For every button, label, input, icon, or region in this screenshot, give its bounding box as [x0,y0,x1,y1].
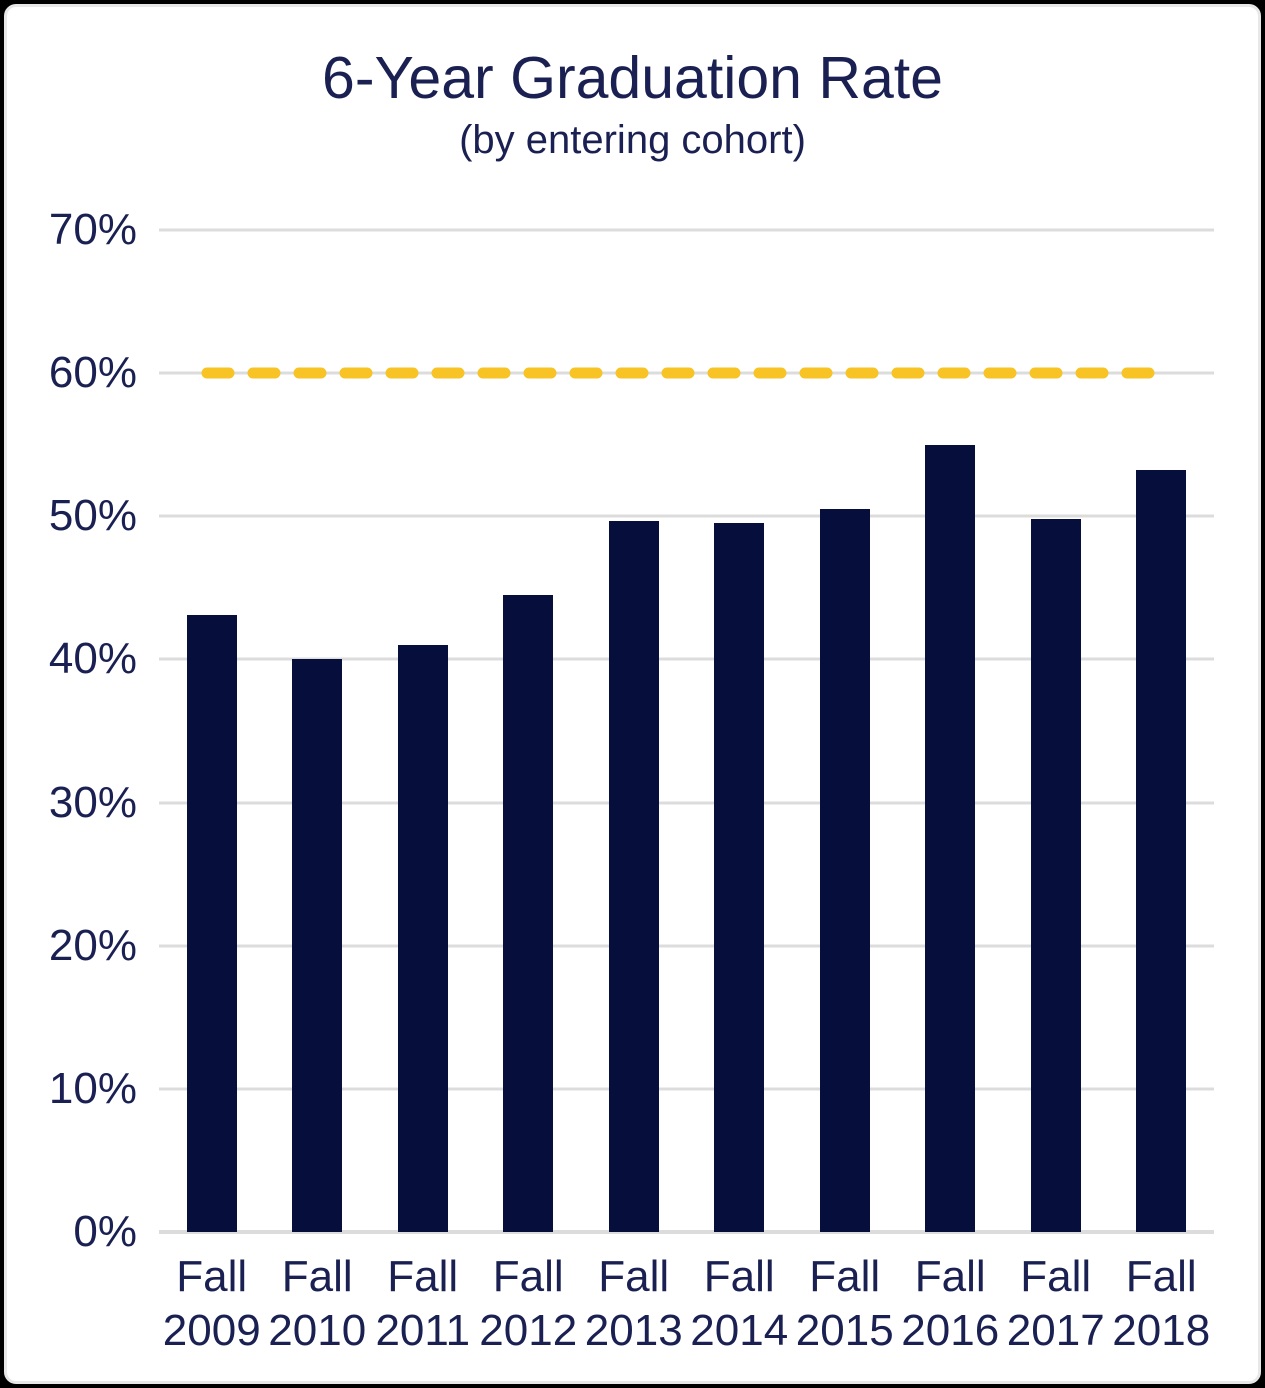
bar-slot-2010 [265,230,371,1232]
x-tick-line2: 2013 [584,1305,683,1355]
bar-slot-2014 [687,230,793,1232]
x-tick-label-2014: Fall 2014 [687,1250,793,1357]
plot-area: Fall 2009 Fall 2010 Fall 2011 Fall 2012 Fall 2013… [49,208,1214,1355]
x-tick-line1: Fall [492,1252,564,1301]
x-tick-label-2011: Fall 2011 [370,1250,476,1357]
x-tick-label-2016: Fall 2016 [898,1250,1004,1357]
x-tick-line2: 2012 [479,1305,578,1355]
bar-slot-2017 [1003,230,1109,1232]
bar-2017 [1030,519,1081,1232]
gridline-70 [159,228,1214,232]
x-tick-line1: Fall [598,1252,670,1301]
y-tick-label: 10% [48,1063,137,1113]
x-tick-label-2013: Fall 2013 [581,1250,687,1357]
bar-slot-2012 [476,230,582,1232]
bar-2011 [397,645,448,1232]
y-tick-label: 50% [48,491,137,541]
bar-2010 [292,659,343,1232]
bar-slot-2018 [1109,230,1215,1232]
x-tick-label-2012: Fall 2012 [476,1250,582,1357]
bar-2018 [1136,470,1187,1232]
bar-2016 [925,444,976,1232]
bar-slot-2009 [159,230,265,1232]
x-tick-line1: Fall [809,1252,881,1301]
gridline-20 [159,944,1214,948]
bar-2014 [714,523,765,1232]
x-tick-label-2015: Fall 2015 [792,1250,898,1357]
y-tick-label: 60% [48,348,137,398]
bar-2015 [819,509,870,1232]
x-tick-label-2018: Fall 2018 [1109,1250,1215,1357]
x-tick-line1: Fall [1020,1252,1092,1301]
x-tick-line2: 2014 [690,1305,789,1355]
gridline-30 [159,801,1214,805]
bar-2009 [186,615,237,1232]
x-axis-labels: Fall 2009 Fall 2010 Fall 2011 Fall 2012 Fall 2013… [159,1250,1214,1357]
bar-series [159,230,1214,1232]
bar-slot-2016 [898,230,1004,1232]
x-tick-line2: 2016 [901,1305,1000,1355]
x-tick-line2: 2010 [268,1305,367,1355]
x-tick-line1: Fall [281,1252,353,1301]
x-tick-line2: 2018 [1112,1305,1211,1355]
gridline-40 [159,657,1214,661]
x-tick-label-2017: Fall 2017 [1003,1250,1109,1357]
y-tick-label: 70% [48,205,137,254]
bar-slot-2015 [792,230,898,1232]
target-reference-line [201,367,1166,379]
chart-subtitle: (by entering cohort) [459,118,806,162]
x-tick-line2: 2015 [795,1305,894,1355]
gridline-50 [159,514,1214,518]
chart-title: 6-Year Graduation Rate [322,45,943,111]
bar-slot-2013 [581,230,687,1232]
y-tick-label: 40% [48,634,137,684]
x-tick-label-2010: Fall 2010 [265,1250,371,1357]
gridline-0 [159,1230,1214,1234]
x-tick-line2: 2011 [375,1305,471,1355]
x-tick-line1: Fall [1125,1252,1197,1301]
y-tick-label: 0% [73,1207,137,1256]
bar-2012 [503,595,554,1232]
x-tick-line1: Fall [387,1252,459,1301]
x-tick-label-2009: Fall 2009 [159,1250,265,1357]
gridline-10 [159,1087,1214,1091]
bar-2013 [608,520,659,1232]
x-tick-line2: 2009 [162,1305,261,1355]
x-tick-line1: Fall [914,1252,986,1301]
x-tick-line1: Fall [703,1252,775,1301]
y-tick-label: 30% [48,777,137,827]
x-tick-line1: Fall [176,1252,248,1301]
bar-slot-2011 [370,230,476,1232]
x-tick-line2: 2017 [1006,1305,1105,1355]
y-tick-label: 20% [48,920,137,970]
